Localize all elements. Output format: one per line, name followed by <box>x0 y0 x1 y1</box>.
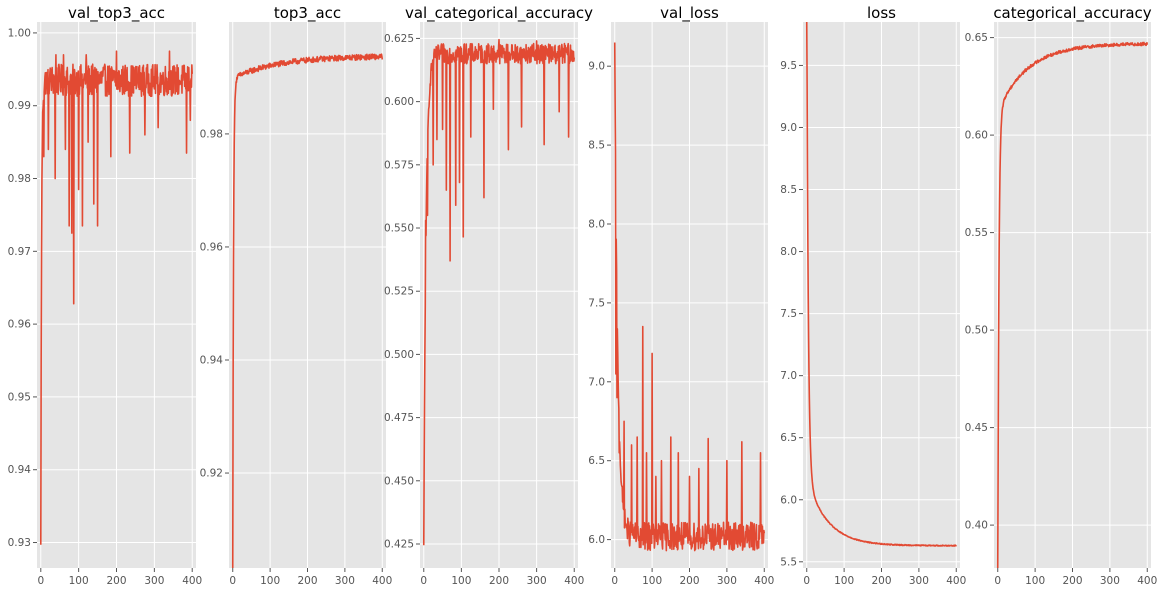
series-line <box>996 41 1149 569</box>
y-tick-label: 0.550 <box>384 223 414 235</box>
x-tick-label: 400 <box>946 575 966 587</box>
chart-title: top3_acc <box>274 4 341 23</box>
x-tick-label: 300 <box>717 575 737 587</box>
y-tick-label: 1.00 <box>8 27 31 39</box>
series-line <box>422 38 576 546</box>
x-tick-label: 100 <box>642 575 662 587</box>
y-tick-label: 5.5 <box>780 556 797 568</box>
y-tick-label: 0.600 <box>384 96 414 108</box>
y-tick-label: 0.96 <box>8 319 32 331</box>
y-tick-label: 6.5 <box>780 432 797 444</box>
x-tick-label: 300 <box>527 575 547 587</box>
x-tick-label: 100 <box>260 575 280 587</box>
y-tick-label: 0.92 <box>200 468 223 480</box>
y-tick-label: 0.94 <box>8 464 32 476</box>
y-tick-label: 0.625 <box>384 33 414 45</box>
y-tick-label: 0.525 <box>384 286 414 298</box>
chart-title: val_loss <box>660 4 719 23</box>
x-tick-label: 100 <box>834 575 854 587</box>
x-tick-label: 200 <box>679 575 699 587</box>
y-tick-label: 0.96 <box>200 241 224 253</box>
x-tick-label: 100 <box>451 575 471 587</box>
x-tick-label: 0 <box>803 575 810 587</box>
x-tick-label: 100 <box>1025 575 1045 587</box>
series-line <box>805 21 957 547</box>
y-tick-label: 9.0 <box>588 61 605 73</box>
y-tick-label: 6.0 <box>780 494 797 506</box>
y-tick-label: 0.475 <box>384 412 414 424</box>
y-tick-label: 7.0 <box>588 376 605 388</box>
series-line <box>231 53 384 569</box>
x-tick-label: 400 <box>372 575 392 587</box>
chart-panel-3: 0.425 0.450 0.475 0.500 0.525 0.550 0.575 0.600… <box>384 4 593 587</box>
x-tick-label: 300 <box>1100 575 1120 587</box>
chart-title: loss <box>867 4 896 22</box>
y-tick-label: 9.5 <box>780 60 797 72</box>
y-tick-label: 0.55 <box>965 227 988 239</box>
x-tick-label: 200 <box>106 575 126 587</box>
y-tick-label: 0.99 <box>8 100 31 112</box>
y-tick-label: 6.5 <box>588 455 605 467</box>
y-tick-label: 8.0 <box>588 218 605 230</box>
x-tick-label: 400 <box>1137 575 1157 587</box>
x-tick-label: 400 <box>564 575 584 587</box>
y-tick-label: 0.50 <box>965 325 988 337</box>
y-tick-label: 0.40 <box>965 520 988 532</box>
y-tick-label: 0.45 <box>965 422 988 434</box>
y-tick-label: 8.0 <box>780 246 797 258</box>
x-tick-label: 300 <box>909 575 929 587</box>
x-tick-label: 0 <box>994 575 1001 587</box>
x-tick-label: 300 <box>144 575 164 587</box>
y-tick-label: 0.98 <box>200 128 223 140</box>
chart-panel-1: 0.93 0.94 0.95 0.96 0.97 0.98 0.99 1.00 0 100 200 3… <box>8 4 203 587</box>
y-tick-label: 0.60 <box>965 130 988 142</box>
x-tick-label: 100 <box>69 575 89 587</box>
y-tick-label: 0.500 <box>384 349 414 361</box>
chart-panel-6: 0.40 0.45 0.50 0.55 0.60 0.65 0 100 200 300 400 cat… <box>965 4 1158 587</box>
chart-title: val_categorical_accuracy <box>405 4 593 23</box>
y-tick-label: 7.0 <box>780 370 797 382</box>
x-tick-label: 400 <box>754 575 774 587</box>
y-tick-label: 0.575 <box>384 159 414 171</box>
y-tick-label: 7.5 <box>780 308 797 320</box>
y-tick-label: 0.93 <box>8 537 31 549</box>
y-tick-label: 0.94 <box>200 355 224 367</box>
series-line <box>613 42 766 552</box>
y-tick-label: 0.97 <box>8 246 31 258</box>
y-tick-label: 8.5 <box>588 140 605 152</box>
y-tick-label: 9.0 <box>780 122 797 134</box>
y-tick-label: 0.95 <box>8 391 31 403</box>
y-tick-label: 7.5 <box>588 297 605 309</box>
y-tick-label: 6.0 <box>588 534 605 546</box>
x-tick-label: 300 <box>335 575 355 587</box>
chart-panel-4: 6.0 6.5 7.0 7.5 8.0 8.5 9.0 0 100 200 300 400 val_lo… <box>588 4 774 587</box>
y-tick-label: 0.450 <box>384 475 414 487</box>
chart-panel-2: 0.92 0.94 0.96 0.98 0 100 200 300 400 top3_acc <box>200 4 393 587</box>
x-tick-label: 200 <box>1062 575 1082 587</box>
x-tick-label: 200 <box>489 575 509 587</box>
series-line <box>39 50 194 545</box>
y-tick-label: 0.65 <box>965 32 988 44</box>
x-tick-label: 0 <box>229 575 236 587</box>
x-tick-label: 200 <box>297 575 317 587</box>
x-tick-label: 0 <box>37 575 44 587</box>
chart-title: categorical_accuracy <box>993 4 1151 23</box>
y-tick-label: 0.425 <box>384 538 414 550</box>
x-tick-label: 0 <box>611 575 618 587</box>
x-tick-label: 400 <box>182 575 202 587</box>
y-tick-label: 8.5 <box>780 184 797 196</box>
x-tick-label: 200 <box>871 575 891 587</box>
x-tick-label: 0 <box>420 575 427 587</box>
chart-panel-5: 5.5 6.0 6.5 7.0 7.5 8.0 8.5 9.0 9.5 0 100 200 300 400… <box>780 4 966 587</box>
chart-title: val_top3_acc <box>68 4 165 23</box>
y-tick-label: 0.98 <box>8 173 31 185</box>
